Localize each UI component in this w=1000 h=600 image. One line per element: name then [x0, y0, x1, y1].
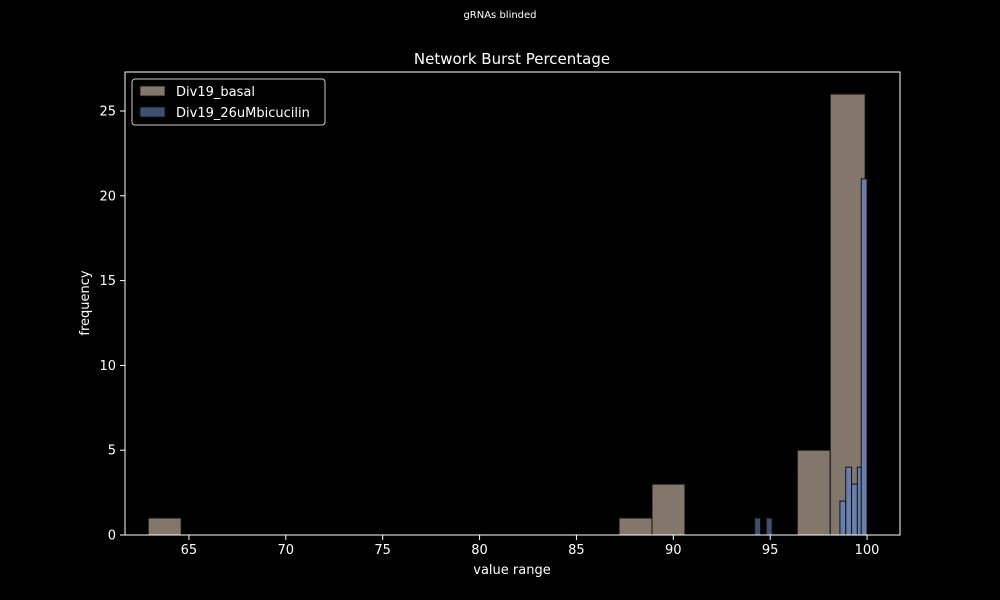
bar-bicucilin-2	[839, 500, 847, 536]
y-tick-label: 10	[99, 359, 116, 374]
figure-suptitle: gRNAs blinded	[463, 10, 537, 21]
x-tick-label: 80	[471, 543, 488, 558]
bar-bicucilin-4	[851, 483, 858, 536]
x-tick-label: 100	[855, 543, 880, 558]
x-tick-label: 85	[568, 543, 585, 558]
bar-basal-0	[147, 517, 182, 536]
y-tick-label: 25	[99, 105, 116, 120]
bar-bicucilin-6	[860, 178, 868, 536]
x-axis: 65 70 75 80 85 90 95 100	[181, 535, 880, 558]
bar-basal-1	[618, 517, 653, 536]
x-axis-label: value range	[473, 563, 550, 578]
y-tick-label: 5	[108, 444, 116, 459]
bar-bicucilin-1	[765, 517, 773, 536]
x-tick-label: 75	[374, 543, 391, 558]
bars-layer	[147, 93, 868, 536]
y-tick-label: 15	[99, 274, 116, 289]
legend-swatch-bicucilin	[139, 106, 166, 118]
chart-title: Network Burst Percentage	[414, 50, 610, 68]
x-tick-label: 65	[181, 543, 198, 558]
bar-bicucilin-3	[845, 466, 853, 536]
bar-bicucilin-5	[856, 466, 862, 536]
bar-basal-3	[796, 449, 831, 536]
plot-frame	[124, 71, 901, 536]
bar-bicucilin-0	[754, 517, 761, 536]
legend: Div19_basal Div19_26uMbicucilin	[131, 78, 326, 126]
x-tick-label: 90	[665, 543, 682, 558]
bar-basal-2	[651, 483, 686, 536]
x-tick-label: 95	[762, 543, 779, 558]
x-tick-label: 70	[278, 543, 295, 558]
legend-box	[131, 78, 326, 126]
legend-label-basal: Div19_basal	[176, 85, 255, 100]
legend-swatch-basal	[139, 85, 166, 97]
y-tick-label: 0	[108, 529, 116, 544]
y-tick-label: 20	[99, 189, 116, 204]
legend-label-bicucilin: Div19_26uMbicucilin	[176, 106, 310, 121]
y-axis-label: frequency	[78, 270, 93, 336]
y-axis: 0 5 10 15 20 25	[99, 105, 125, 544]
